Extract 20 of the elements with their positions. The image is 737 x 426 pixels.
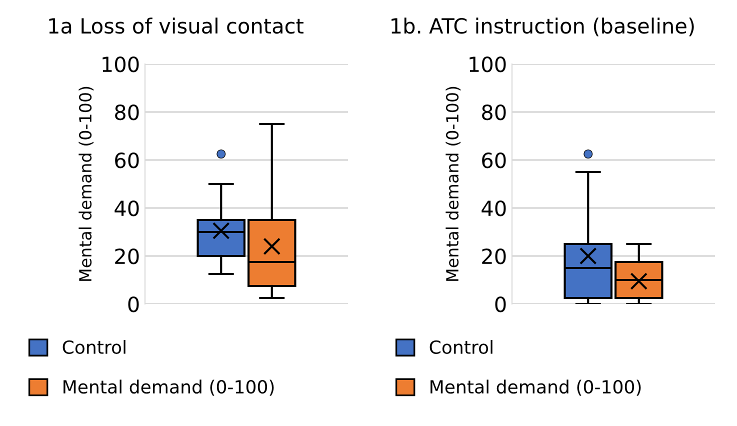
y-tick-label: 0 bbox=[495, 296, 506, 312]
y-axis-title: Mental demand (0-100) bbox=[78, 86, 94, 281]
y-tick-label: 60 bbox=[115, 152, 139, 168]
y-tick-label: 20 bbox=[482, 248, 506, 264]
y-tick-label: 80 bbox=[482, 104, 506, 120]
chart-title: 1a Loss of visual contact bbox=[49, 18, 304, 34]
y-tick-label: 20 bbox=[115, 248, 139, 264]
legend-label: Mental demand (0-100) bbox=[430, 380, 641, 396]
y-axis-title: Mental demand (0-100) bbox=[446, 86, 461, 281]
legend-label: Control bbox=[430, 340, 492, 354]
legend-label: Mental demand (0-100) bbox=[64, 380, 274, 396]
chart-title: 1b. ATC instruction (baseline) bbox=[392, 18, 694, 36]
y-tick-label: 0 bbox=[128, 296, 139, 312]
y-tick-label: 60 bbox=[482, 152, 506, 168]
legend-label: Control bbox=[62, 340, 126, 354]
y-tick-label: 100 bbox=[102, 56, 139, 72]
y-tick-label: 80 bbox=[115, 104, 139, 120]
y-tick-label: 40 bbox=[114, 200, 139, 216]
y-tick-label: 100 bbox=[470, 56, 506, 72]
y-tick-label: 40 bbox=[482, 200, 506, 216]
